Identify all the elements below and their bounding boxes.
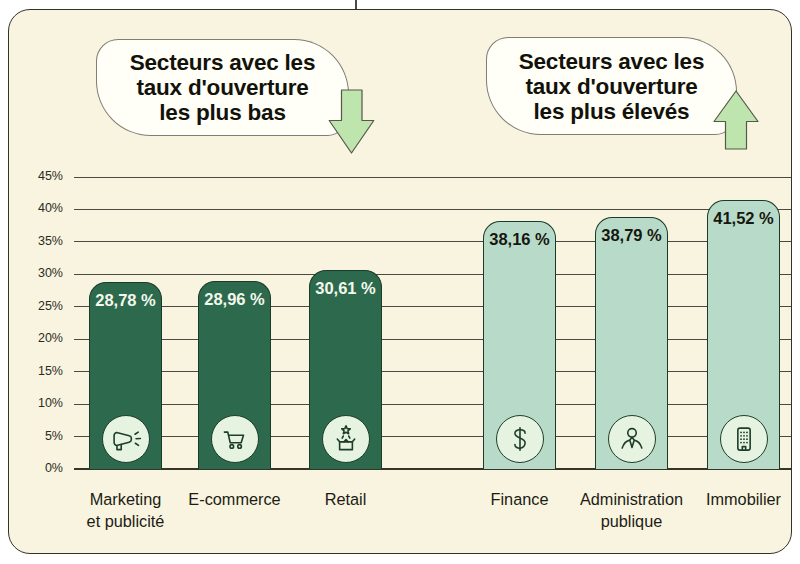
arrow-down-icon <box>328 89 375 155</box>
building-icon <box>720 415 768 463</box>
y-tick-25: 25% <box>17 299 63 313</box>
bar-value-label: 38,79 % <box>596 226 667 245</box>
bar-immobilier: 41,52 % <box>707 200 780 469</box>
person-tie-icon <box>608 415 656 463</box>
bar-value-label: 41,52 % <box>708 209 779 228</box>
gridline-30 <box>74 274 791 275</box>
bar-administration-publique: 38,79 % <box>595 217 668 469</box>
megaphone-icon <box>102 415 150 463</box>
arrow-up-icon <box>713 90 759 150</box>
x-label-5: Immobilier <box>664 488 800 510</box>
gridline-15 <box>74 371 791 372</box>
gridline-0 <box>74 468 791 470</box>
gridline-5 <box>74 436 791 437</box>
bar-marketing-et-publicit-: 28,78 % <box>89 282 162 469</box>
callout-highest-text: Secteurs avec les taux d'ouverture les p… <box>519 49 705 124</box>
gridline-45 <box>74 177 791 178</box>
dollar-icon <box>496 415 544 463</box>
y-tick-20: 20% <box>17 331 63 345</box>
bar-finance: 38,16 % <box>483 221 556 469</box>
cart-icon <box>211 415 259 463</box>
callout-highest-sectors: Secteurs avec les taux d'ouverture les p… <box>486 37 737 135</box>
gridline-10 <box>74 404 791 405</box>
infographic-page: Secteurs avec les taux d'ouverture les p… <box>0 0 800 564</box>
bar-value-label: 30,61 % <box>310 279 381 298</box>
y-tick-0: 0% <box>17 461 63 475</box>
y-tick-5: 5% <box>17 429 63 443</box>
bar-retail: 30,61 % <box>309 270 382 469</box>
y-tick-45: 45% <box>17 169 63 183</box>
bar-e-commerce: 28,96 % <box>198 281 271 469</box>
gridline-35 <box>74 241 791 242</box>
gift-icon <box>322 415 370 463</box>
y-tick-30: 30% <box>17 266 63 280</box>
y-tick-15: 15% <box>17 364 63 378</box>
y-tick-35: 35% <box>17 234 63 248</box>
chart-card: Secteurs avec les taux d'ouverture les p… <box>8 9 792 554</box>
bar-value-label: 38,16 % <box>484 230 555 249</box>
x-label-2: Retail <box>266 488 426 510</box>
y-tick-10: 10% <box>17 396 63 410</box>
gridline-20 <box>74 339 791 340</box>
callout-lowest-sectors: Secteurs avec les taux d'ouverture les p… <box>96 39 349 136</box>
y-tick-40: 40% <box>17 201 63 215</box>
callout-lowest-text: Secteurs avec les taux d'ouverture les p… <box>130 50 316 125</box>
bar-value-label: 28,78 % <box>90 291 161 310</box>
gridline-40 <box>74 209 791 210</box>
bar-value-label: 28,96 % <box>199 290 270 309</box>
gridline-25 <box>74 306 791 307</box>
